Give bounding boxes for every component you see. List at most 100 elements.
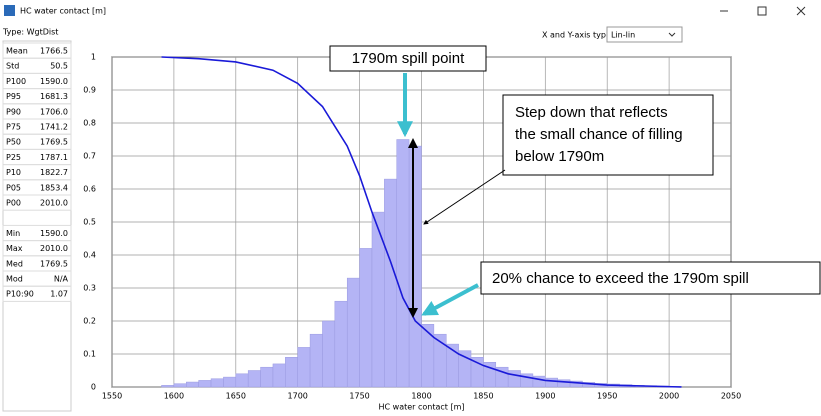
stats-label: Mod <box>6 275 23 284</box>
app-icon <box>4 5 15 16</box>
stats-table: Mean 1766.5 Std 50.5 P100 1590.0 P95 1681.3 P90 1… <box>2 42 72 302</box>
y-tick-label: 0.3 <box>83 284 96 293</box>
stats-value: 1822.7 <box>40 168 68 177</box>
stats-value: 1766.5 <box>40 47 68 56</box>
annotation: Step down that reflects <box>515 104 668 121</box>
bar <box>408 145 422 388</box>
stats-label: Mean <box>6 47 28 56</box>
bar <box>545 377 558 388</box>
bar <box>396 139 410 388</box>
stats-value: 1853.4 <box>40 183 68 192</box>
y-tick-label: 0.6 <box>83 185 96 194</box>
stats-label: Med <box>6 259 23 268</box>
stats-value: 1769.5 <box>40 259 68 268</box>
annotation-box <box>480 261 821 295</box>
x-tick-label: 1550 <box>102 392 122 401</box>
stats-value: 1706.0 <box>40 107 68 116</box>
annotation-box <box>329 45 487 72</box>
bar <box>507 370 521 388</box>
x-tick-label: 1900 <box>535 392 555 401</box>
stats-value: 1590.0 <box>40 77 68 86</box>
bar <box>223 376 237 388</box>
curve <box>161 56 682 388</box>
close-button[interactable] <box>796 6 806 16</box>
y-tick-label: 0.4 <box>83 251 96 260</box>
stats-label: P10 <box>6 168 21 177</box>
annotation: 20% chance to exceed the 1790m spill <box>492 270 749 287</box>
annotation: 1790m spill point <box>352 50 465 67</box>
bar <box>247 370 261 388</box>
x-tick-label: 2000 <box>659 392 679 401</box>
x-tick-label: 1700 <box>288 392 308 401</box>
annotation-box <box>502 94 714 176</box>
stats-label: P90 <box>6 107 21 116</box>
stats-value: 1769.5 <box>40 138 68 147</box>
bar <box>272 363 286 388</box>
bar <box>173 383 187 388</box>
stats-label: P100 <box>6 77 26 86</box>
y-tick-label: 0.9 <box>83 86 96 95</box>
bar <box>235 373 249 388</box>
stats-label: P50 <box>6 138 21 147</box>
stats-value: 2010.0 <box>40 199 68 208</box>
annotation: the small chance of filling <box>515 126 683 143</box>
x-tick-label: 2050 <box>721 392 741 401</box>
stats-label: Max <box>6 244 23 253</box>
bar <box>384 178 397 388</box>
y-tick-label: 0.5 <box>83 218 96 227</box>
annotations: 1790m spill point Step down that reflect… <box>329 45 821 318</box>
stats-label: Min <box>6 229 20 238</box>
x-tick-label: 1650 <box>226 392 246 401</box>
stats-cell <box>2 285 72 302</box>
x-tick-label: 1750 <box>349 392 369 401</box>
y-tick-label: 0 <box>91 383 96 392</box>
select-arrow <box>668 32 676 37</box>
axis-types-value: Lin-lin <box>611 31 635 40</box>
annotation: below 1790m <box>515 148 604 165</box>
bar <box>359 248 373 388</box>
bar <box>297 347 311 388</box>
bar <box>421 324 435 388</box>
bar <box>210 378 224 388</box>
stats-value: N/A <box>54 275 69 284</box>
bar <box>260 366 274 388</box>
arrow <box>421 283 479 316</box>
maximize-button[interactable] <box>757 6 767 16</box>
stats-cell <box>2 194 72 211</box>
x-tick-label: 1800 <box>411 392 431 401</box>
bar <box>334 300 348 388</box>
arrow <box>423 169 506 225</box>
x-axis-label: HC water contact [m] <box>379 403 465 412</box>
bar <box>470 357 484 388</box>
stats-value: 50.5 <box>50 62 68 71</box>
bar <box>346 277 360 388</box>
y-tick-label: 0.7 <box>83 152 96 161</box>
stats-label: P00 <box>6 199 21 208</box>
bar <box>198 380 212 388</box>
bar <box>309 333 323 388</box>
stats-label: P25 <box>6 153 21 162</box>
axis-types-select[interactable] <box>606 26 683 43</box>
bar <box>285 357 298 388</box>
bar <box>161 385 175 388</box>
y-tick-label: 0.2 <box>83 317 96 326</box>
bar <box>186 381 199 388</box>
x-tick-label: 1850 <box>473 392 493 401</box>
stats-label: Std <box>6 62 19 71</box>
stats-value: 2010.0 <box>40 244 68 253</box>
y-tick-label: 0.1 <box>83 350 96 359</box>
x-tick-label: 1950 <box>597 392 617 401</box>
y-tick-label: 1 <box>91 53 96 62</box>
x-tick-label: 1600 <box>164 392 184 401</box>
stats-label: P75 <box>6 123 21 132</box>
type-label: Type: WgtDist <box>2 28 58 37</box>
window-title: HC water contact [m] <box>20 7 106 16</box>
axis-types-label: X and Y-axis types <box>542 31 615 40</box>
stats-value: 1590.0 <box>40 229 68 238</box>
stats-value: 1787.1 <box>40 153 68 162</box>
stats-value: 1681.3 <box>40 92 68 101</box>
plot: 0 0.1 0.2 0.3 0.4 0.5 0.6 0.7 0.8 0.9 1 1550 1600 165… <box>83 53 741 412</box>
y-tick-label: 0.8 <box>83 119 96 128</box>
